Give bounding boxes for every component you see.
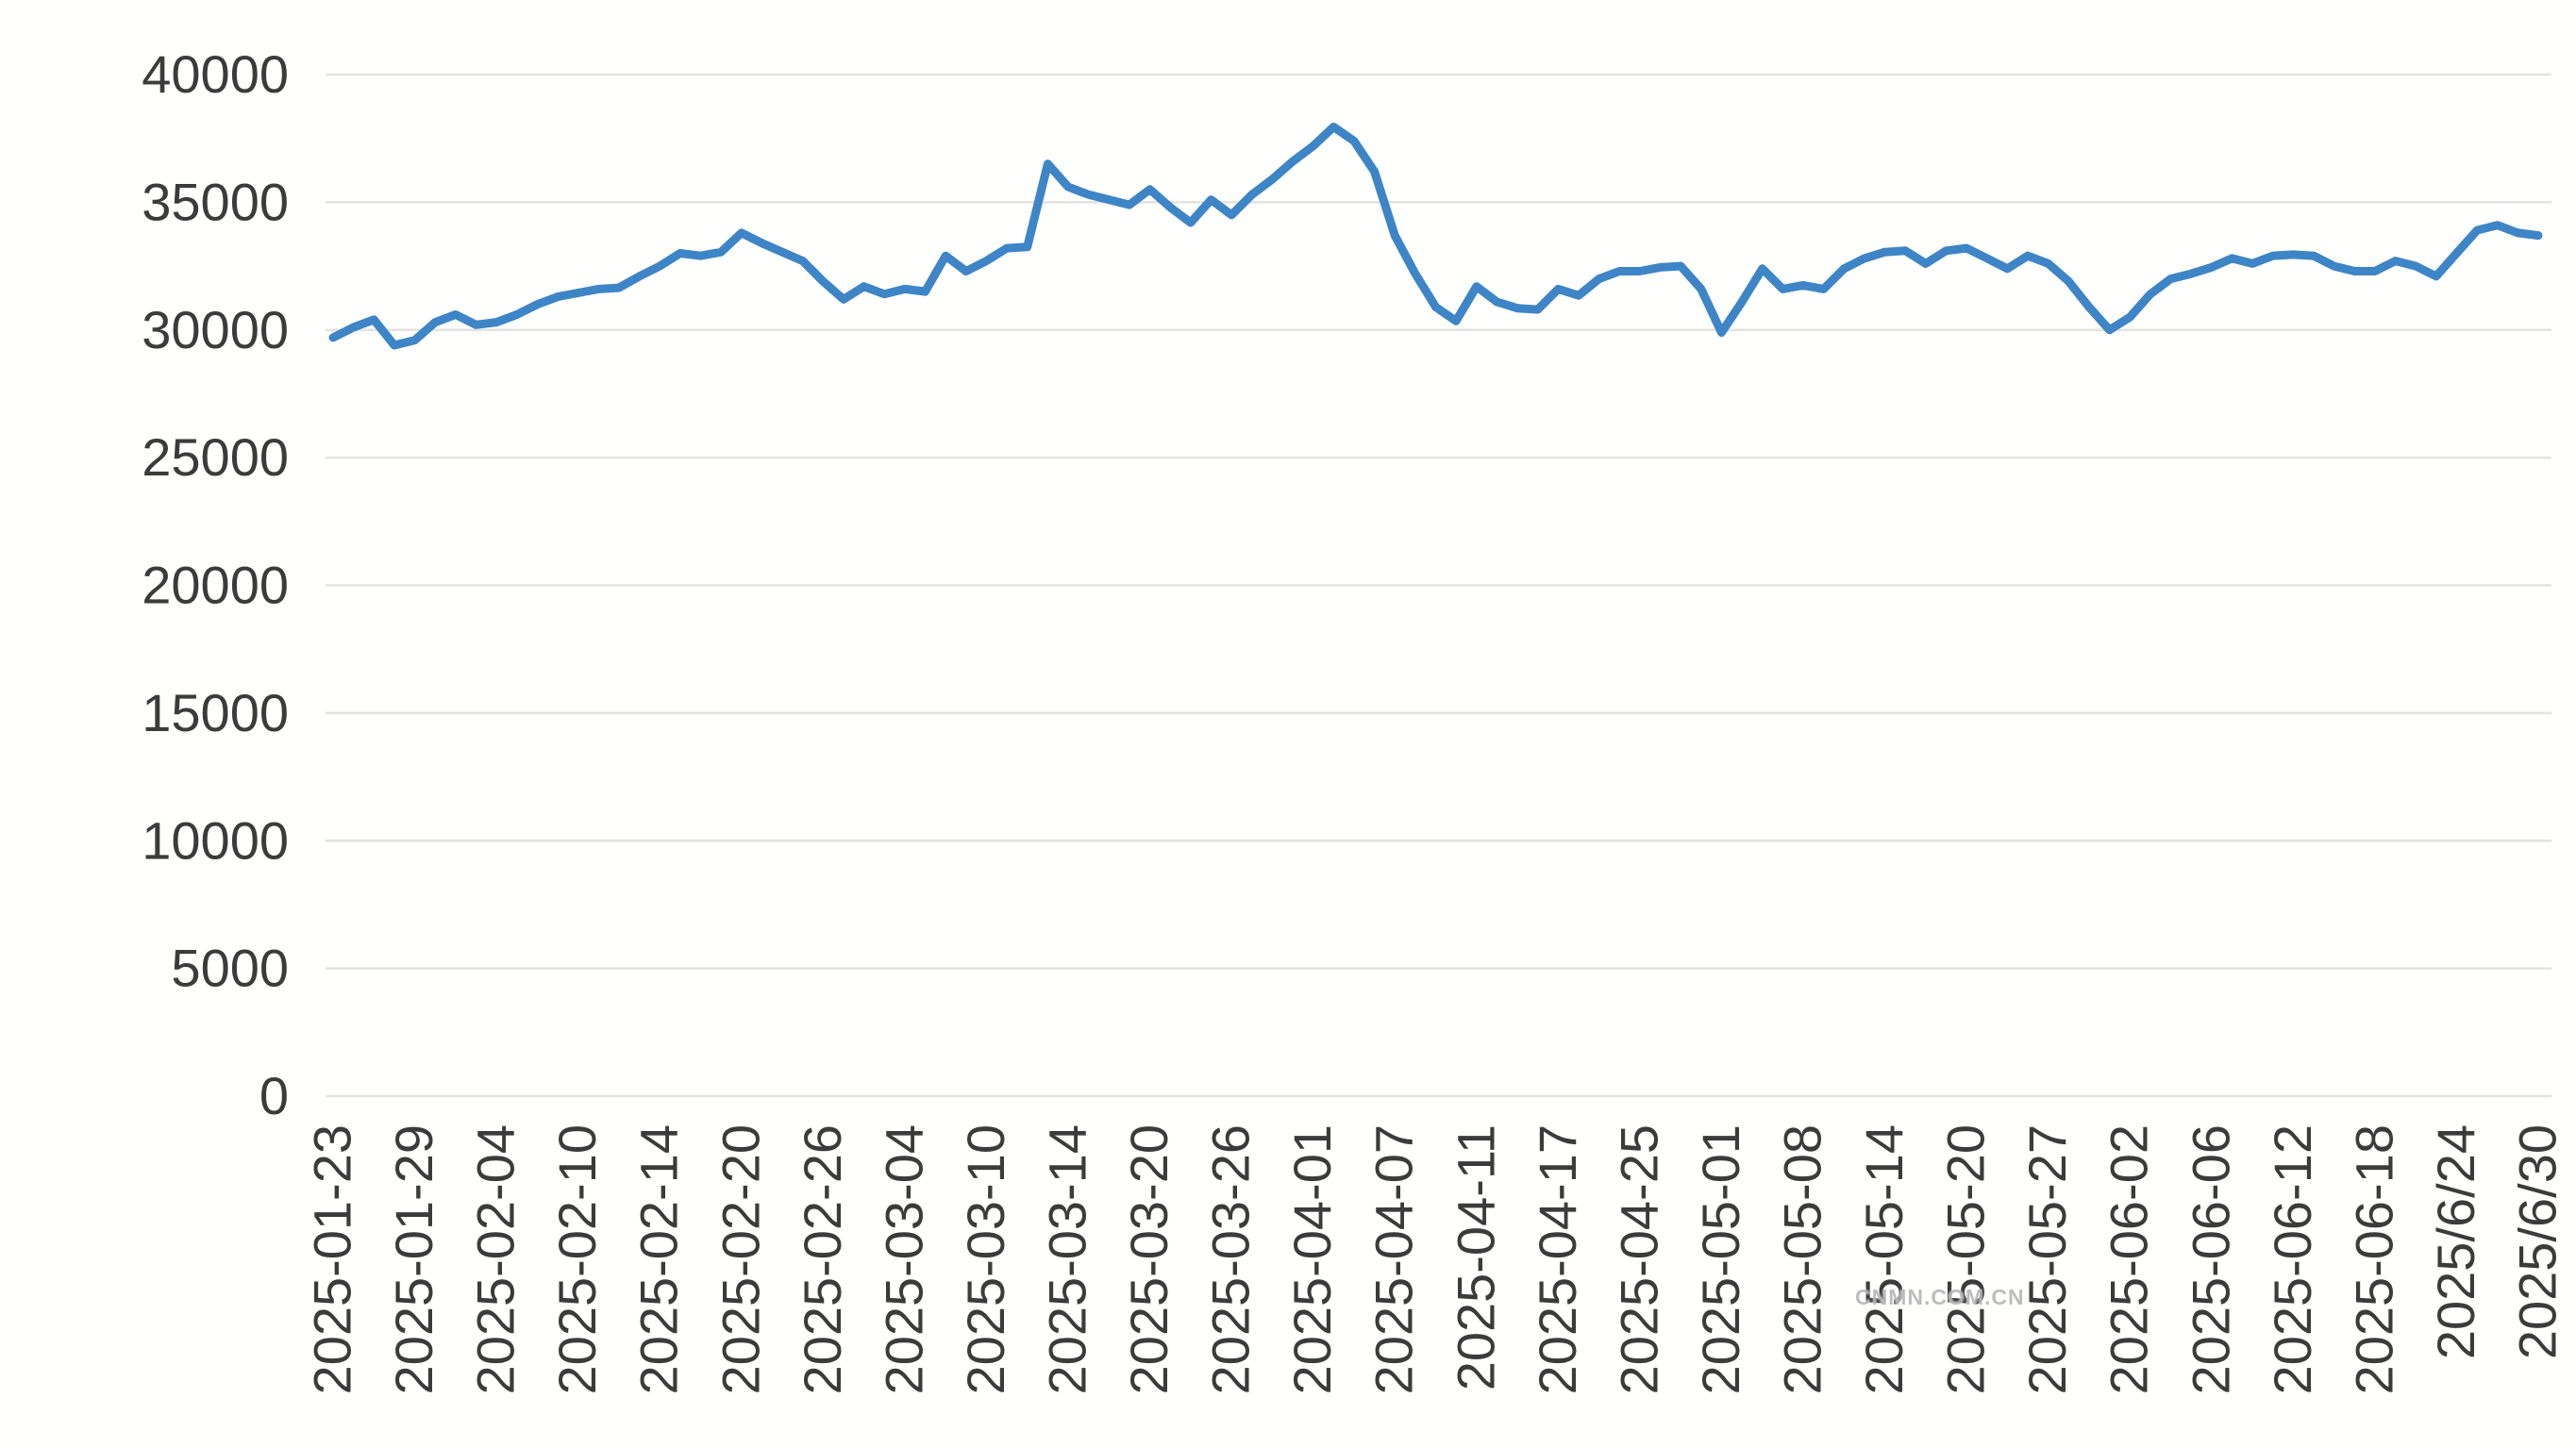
x-axis-label: 2025-03-26 <box>1201 1124 1261 1394</box>
x-axis-label: 2025/6/30 <box>2507 1124 2567 1359</box>
x-axis-label: 2025-03-10 <box>956 1124 1015 1394</box>
x-axis-label: 2025-02-04 <box>466 1124 526 1394</box>
x-axis-label: 2025-05-20 <box>1936 1124 1996 1394</box>
y-axis-label: 0 <box>259 1066 289 1125</box>
x-axis-label: 2025-06-12 <box>2263 1124 2322 1394</box>
x-axis-label: 2025-02-10 <box>547 1124 607 1394</box>
x-axis-label: 2025-03-20 <box>1119 1124 1179 1394</box>
watermark: CNMN.COM.CN <box>1855 1285 2025 1309</box>
y-axis-label: 20000 <box>142 556 289 615</box>
x-axis-label: 2025-03-04 <box>874 1124 933 1394</box>
x-axis-label: 2025-06-02 <box>2099 1124 2159 1394</box>
x-axis-label: 2025-05-01 <box>1691 1124 1750 1394</box>
x-axis-label: 2025-06-06 <box>2181 1124 2240 1394</box>
x-axis-label: 2025-05-27 <box>2017 1124 2077 1394</box>
y-axis-label: 15000 <box>142 683 289 742</box>
y-axis-label: 40000 <box>142 44 289 104</box>
x-axis-label: 2025-06-18 <box>2344 1124 2403 1394</box>
x-axis-label: 2025-02-14 <box>629 1124 689 1394</box>
x-axis-label: 2025-04-07 <box>1364 1124 1424 1394</box>
y-axis-label: 30000 <box>142 300 289 359</box>
y-axis-label: 5000 <box>171 939 289 998</box>
x-axis-label: 2025-04-01 <box>1282 1124 1342 1394</box>
x-axis-label: 2025-01-29 <box>384 1124 443 1394</box>
y-axis-label: 10000 <box>142 810 289 870</box>
x-axis-label: 2025-02-26 <box>793 1124 852 1394</box>
y-axis-label: 35000 <box>142 172 289 231</box>
x-axis-label: 2025-04-17 <box>1528 1124 1587 1394</box>
x-axis-label: 2025-01-23 <box>302 1124 361 1394</box>
x-axis-label: 2025-04-11 <box>1446 1124 1505 1390</box>
x-axis-label: 2025-04-25 <box>1609 1124 1668 1394</box>
price-line <box>328 123 2543 350</box>
x-axis-label: 2025-05-14 <box>1854 1124 1914 1394</box>
x-axis-label: 2025-03-14 <box>1037 1124 1096 1394</box>
x-axis-label: 2025/6/24 <box>2426 1124 2485 1359</box>
x-axis-label: 2025-02-20 <box>711 1124 770 1394</box>
x-axis-label: 2025-05-08 <box>1772 1124 1832 1394</box>
y-axis-label: 25000 <box>142 427 289 487</box>
